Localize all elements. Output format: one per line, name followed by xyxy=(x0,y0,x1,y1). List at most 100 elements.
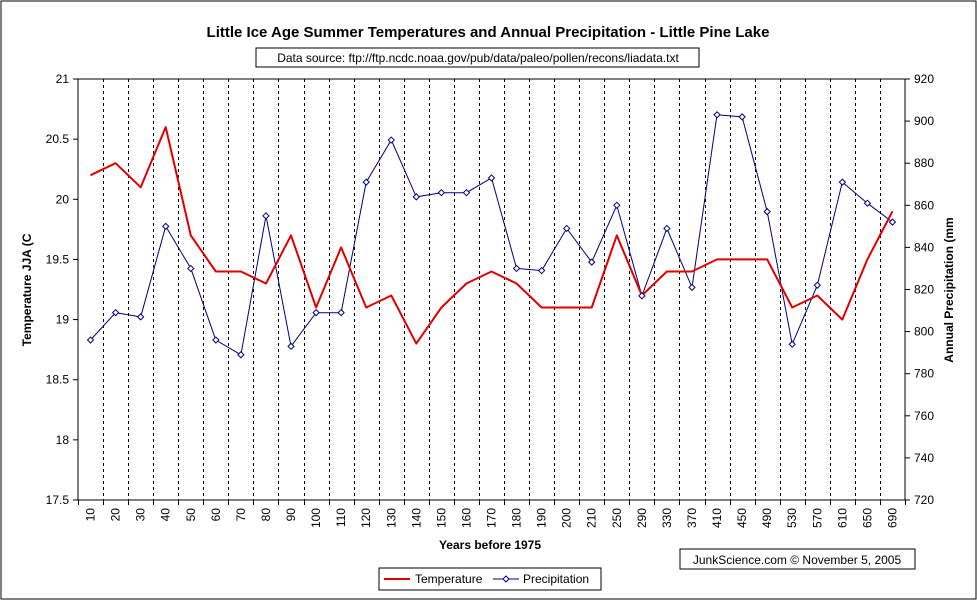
x-tick-label: 410 xyxy=(710,508,724,528)
subtitle-box xyxy=(255,47,700,68)
x-tick-label: 370 xyxy=(685,508,699,528)
precipitation-point xyxy=(487,174,496,182)
precipitation-point xyxy=(312,308,320,317)
x-tick-label: 30 xyxy=(134,508,148,522)
precipitation-point xyxy=(212,336,220,344)
precipitation-point xyxy=(663,224,671,233)
precipitation-point xyxy=(136,313,145,321)
precipitation-point xyxy=(412,193,421,201)
precipitation-point xyxy=(512,264,521,273)
y-left-tick-label: 17.5 xyxy=(46,493,70,507)
precipitation-point xyxy=(337,308,345,317)
y-left-tick-label: 19.5 xyxy=(46,252,70,266)
chart-subtitle: Data source: ftp://ftp.ncdc.noaa.gov/pub… xyxy=(277,51,679,65)
x-tick-label: 60 xyxy=(209,508,223,522)
precipitation-point xyxy=(813,281,821,289)
x-tick-label: 40 xyxy=(159,508,173,522)
legend: Temperature Precipitation xyxy=(378,567,602,591)
x-tick-label: 290 xyxy=(635,508,649,528)
x-tick-label: 150 xyxy=(434,508,448,528)
legend-temperature-label: Temperature xyxy=(415,572,483,586)
precipitation-point xyxy=(187,264,195,273)
x-tick-label: 80 xyxy=(259,508,273,522)
credit-text: JunkScience.com © November 5, 2005 xyxy=(693,553,902,567)
x-tick-label: 210 xyxy=(585,508,599,528)
left-y-axis: 17.5 18 18.5 19 19.5 20 20.5 21 xyxy=(46,72,78,507)
precipitation-point xyxy=(838,178,847,186)
x-tick-label: 180 xyxy=(510,508,524,528)
x-tick-label: 90 xyxy=(284,508,298,522)
x-tick-label: 330 xyxy=(660,508,674,528)
x-tick-label: 650 xyxy=(860,508,874,528)
temperature-line xyxy=(90,126,894,345)
precipitation-point xyxy=(888,218,897,226)
y-right-tick-label: 720 xyxy=(914,493,934,507)
x-tick-label: 120 xyxy=(359,508,373,528)
precipitation-point xyxy=(613,201,621,210)
y-left-tick-label: 20 xyxy=(56,192,70,206)
gridlines xyxy=(103,79,881,500)
precipitation-point xyxy=(362,178,370,186)
x-tick-label: 20 xyxy=(109,508,123,522)
x-axis: 10 20 30 40 50 60 70 80 90 100 110 120 130 140 150 160 1… xyxy=(78,500,906,528)
x-tick-label: 490 xyxy=(760,508,774,528)
legend-box xyxy=(378,567,602,591)
precipitation-point xyxy=(537,266,546,275)
credit-box xyxy=(679,548,916,570)
precipitation-point xyxy=(111,308,120,317)
x-tick-label: 100 xyxy=(309,508,323,528)
precipitation-point xyxy=(788,340,796,348)
precipitation-point xyxy=(387,136,395,144)
x-tick-label: 70 xyxy=(234,508,248,522)
y-right-tick-label: 800 xyxy=(914,325,934,339)
chart-title: Little Ice Age Summer Temperatures and A… xyxy=(207,24,770,41)
x-tick-label: 530 xyxy=(785,508,799,528)
y-right-tick-label: 860 xyxy=(914,198,934,212)
precipitation-point xyxy=(738,113,746,121)
x-tick-label: 250 xyxy=(610,508,624,528)
x-axis-title: Years before 1975 xyxy=(439,538,541,552)
precipitation-point xyxy=(863,199,872,207)
y-right-tick-label: 820 xyxy=(914,283,934,297)
precipitation-point xyxy=(237,351,245,359)
x-tick-label: 140 xyxy=(409,508,423,528)
x-tick-label: 190 xyxy=(535,508,549,528)
x-tick-label: 110 xyxy=(334,508,348,527)
precipitation-point xyxy=(262,212,270,220)
x-tick-label: 160 xyxy=(459,508,473,528)
y-left-tick-label: 19 xyxy=(56,313,70,327)
y-right-tick-label: 880 xyxy=(914,156,934,170)
x-tick-label: 10 xyxy=(84,508,98,522)
legend-precipitation-marker xyxy=(502,575,510,583)
y-right-tick-label: 740 xyxy=(914,451,934,465)
y-axis-left-title: Temperature JJA (C xyxy=(20,233,34,346)
x-tick-label: 170 xyxy=(485,508,499,528)
precipitation-point xyxy=(638,292,646,300)
precipitation-point xyxy=(588,258,596,266)
x-tick-label: 610 xyxy=(835,508,849,528)
x-tick-label: 130 xyxy=(384,508,398,528)
y-right-tick-label: 840 xyxy=(914,240,934,254)
precipitation-point xyxy=(86,336,95,344)
legend-precipitation-label: Precipitation xyxy=(523,572,589,586)
precipitation-point xyxy=(688,283,696,292)
y-right-tick-label: 920 xyxy=(914,72,934,86)
x-tick-label: 50 xyxy=(184,508,198,522)
x-tick-label: 450 xyxy=(735,508,749,528)
y-left-tick-label: 18.5 xyxy=(46,373,70,387)
y-left-tick-label: 21 xyxy=(56,72,70,86)
precipitation-point xyxy=(462,188,471,197)
x-tick-label: 690 xyxy=(885,508,899,528)
series-layer xyxy=(86,111,897,359)
precipitation-point xyxy=(713,111,721,119)
precipitation-point xyxy=(437,188,446,197)
y-right-tick-label: 780 xyxy=(914,367,934,381)
y-left-tick-label: 18 xyxy=(56,433,70,447)
y-right-tick-label: 900 xyxy=(914,114,934,128)
precipitation-point xyxy=(287,342,295,351)
y-left-tick-label: 20.5 xyxy=(46,132,70,146)
y-right-tick-label: 760 xyxy=(914,409,934,423)
precipitation-point xyxy=(162,222,170,231)
